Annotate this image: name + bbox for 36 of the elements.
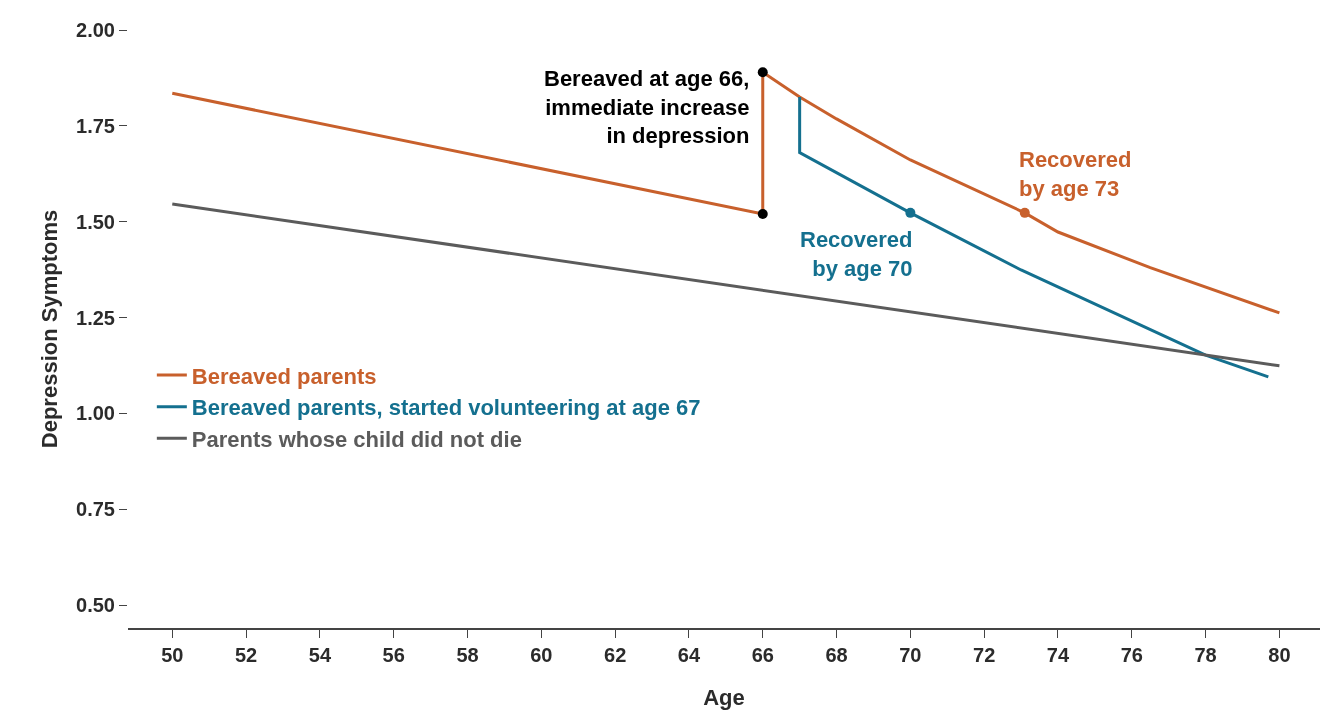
- x-tick-label: 80: [1268, 643, 1291, 666]
- y-tick-label: 1.00: [76, 402, 115, 425]
- x-tick-label: 74: [1046, 643, 1070, 666]
- legend-label: Parents whose child did not die: [191, 426, 522, 452]
- annotation: Recovered by age 70: [800, 227, 913, 281]
- x-tick-label: 58: [456, 643, 479, 666]
- y-tick-label: 2.00: [76, 19, 115, 41]
- x-axis-title: Age: [703, 684, 745, 710]
- x-tick-label: 66: [751, 643, 774, 666]
- y-tick-label: 1.25: [76, 306, 115, 329]
- point: [905, 207, 916, 218]
- y-axis-title: Depression Symptoms: [36, 209, 62, 449]
- x-tick-label: 54: [308, 643, 332, 666]
- point: [757, 209, 768, 219]
- y-tick-label: 0.50: [76, 594, 115, 616]
- legend-label: Bereaved parents, started volunteering at age 67: [191, 395, 701, 421]
- annotation: Recovered by age 73: [1019, 147, 1132, 201]
- x-tick-label: 62: [604, 643, 627, 666]
- annotation: Bereaved at age 66, immediate increase in depression: [544, 66, 750, 149]
- x-tick-label: 52: [234, 643, 258, 666]
- y-tick-label: 0.75: [76, 498, 115, 521]
- x-tick-label: 68: [825, 643, 848, 666]
- x-tick-label: 78: [1194, 643, 1217, 666]
- x-tick-label: 72: [973, 643, 996, 666]
- x-tick-label: 76: [1120, 643, 1143, 666]
- point: [1019, 207, 1030, 218]
- y-tick-label: 1.50: [76, 210, 115, 233]
- point: [757, 67, 768, 78]
- x-tick-label: 56: [382, 643, 405, 666]
- x-tick-label: 64: [677, 643, 701, 666]
- x-tick-label: 70: [899, 643, 922, 666]
- line-series: [798, 95, 1270, 379]
- x-tick-label: 60: [530, 643, 553, 666]
- y-tick-label: 1.75: [76, 114, 115, 137]
- legend-label: Bereaved parents: [191, 363, 377, 389]
- x-tick-label: 50: [161, 643, 184, 666]
